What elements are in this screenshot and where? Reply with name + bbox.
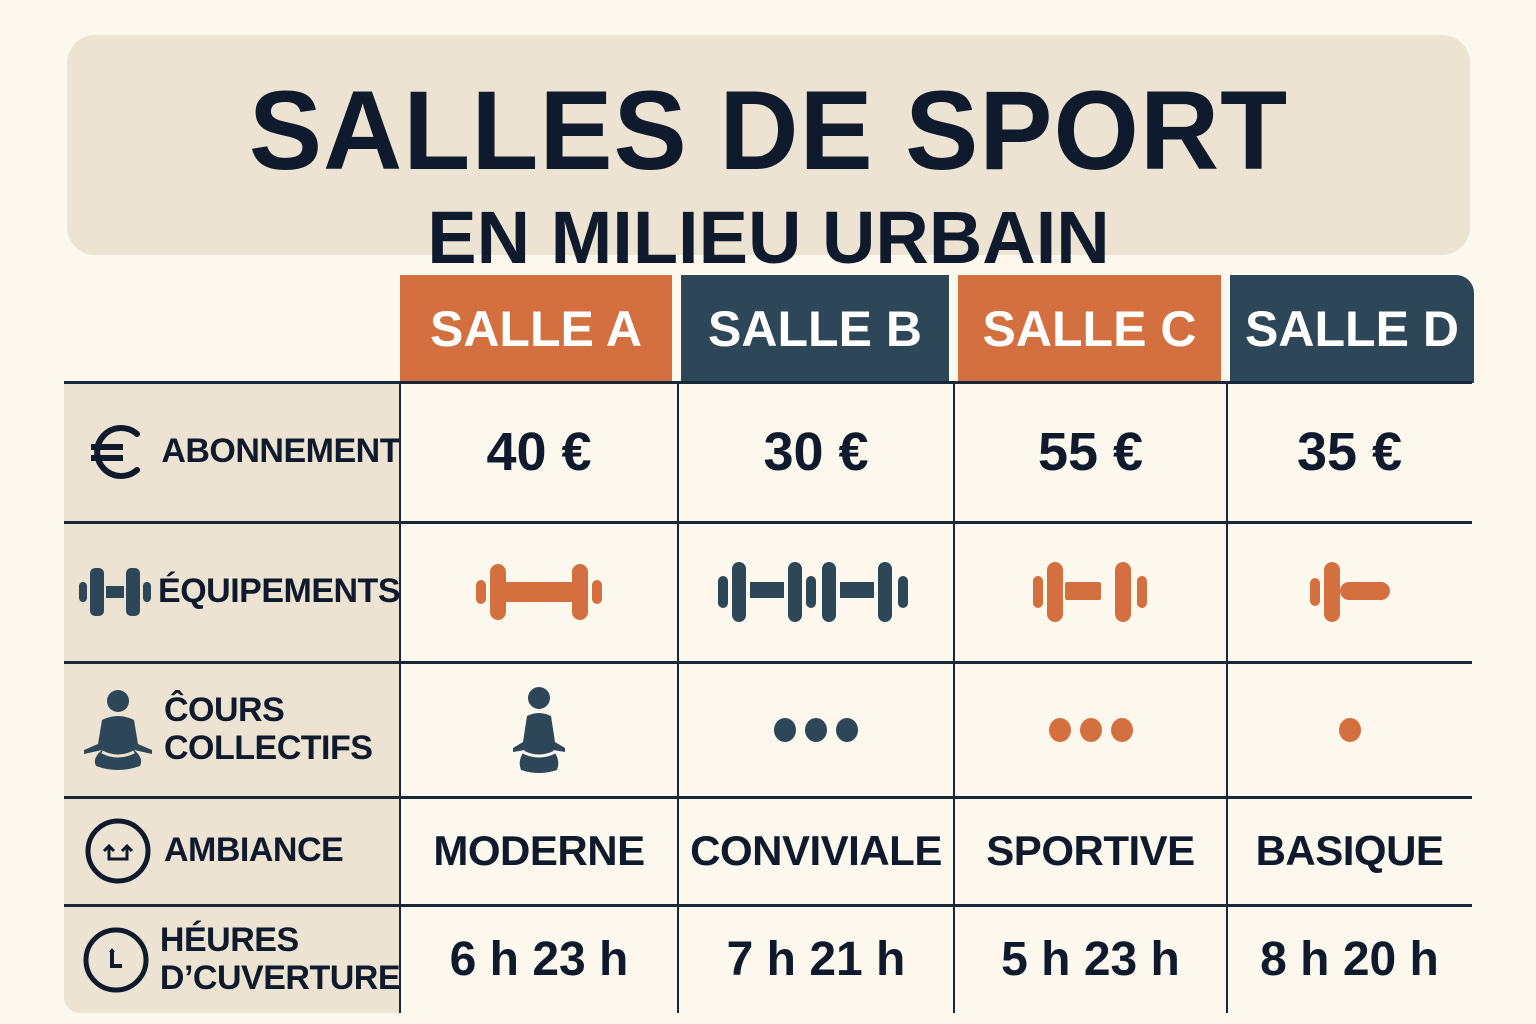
ambiance-salle-a: MODERNE bbox=[433, 827, 645, 874]
label-text: ÉQUIPEMENTS bbox=[158, 572, 400, 611]
equipment-salle-c bbox=[954, 523, 1227, 661]
hours-salle-b: 7 h 21 h bbox=[726, 933, 906, 986]
dumbbell-double-icon bbox=[718, 562, 908, 622]
clock-icon bbox=[78, 926, 154, 994]
equipment-salle-b bbox=[678, 523, 954, 661]
header-salle-b: SALLE B bbox=[681, 275, 949, 383]
column-headers: SALLE A SALLE B SALLE C SALLE D bbox=[400, 275, 1474, 383]
cours-salle-c bbox=[954, 663, 1227, 796]
dumbbell-small-icon bbox=[1032, 562, 1147, 622]
row-label-heures: HÉURES D’CUVERTURE bbox=[64, 906, 401, 1013]
row-label-cours: ĈOURS COLLECTIFS bbox=[64, 663, 400, 796]
hours-salle-c: 5 h 23 h bbox=[1001, 933, 1180, 986]
ambiance-salle-c: SPORTIVE bbox=[986, 827, 1195, 874]
yoga-figure-icon bbox=[513, 686, 565, 773]
row-cours-collectifs: ĈOURS COLLECTIFS bbox=[64, 663, 1472, 796]
divider bbox=[677, 383, 679, 1013]
price-salle-a: 40 € bbox=[486, 422, 592, 482]
dumbbell-half-icon bbox=[1309, 562, 1390, 622]
price-salle-d: 35 € bbox=[1296, 422, 1403, 482]
ambiance-salle-b: CONVIVIALE bbox=[690, 827, 942, 874]
divider bbox=[64, 521, 1472, 524]
divider bbox=[399, 383, 401, 1013]
row-label-equipements: ÉQUIPEMENTS bbox=[64, 523, 400, 661]
cours-salle-b bbox=[678, 663, 954, 796]
divider bbox=[64, 904, 1472, 907]
row-heures: HÉURES D’CUVERTURE 6 h 23 h 7 h 21 h 5 h… bbox=[64, 906, 1472, 1013]
equipment-salle-a bbox=[400, 523, 678, 661]
face-icon bbox=[78, 817, 158, 885]
three-dots-icon bbox=[774, 717, 858, 742]
divider bbox=[64, 381, 1472, 384]
divider bbox=[953, 383, 955, 1013]
label-text: HÉURES D’CUVERTURE bbox=[159, 921, 401, 997]
price-salle-b: 30 € bbox=[763, 422, 869, 482]
page-subtitle: EN MILIEU URBAIN bbox=[427, 196, 1110, 279]
label-text: ĈOURS COLLECTIFS bbox=[164, 691, 373, 767]
single-dot-icon bbox=[1338, 717, 1361, 742]
euro-icon bbox=[78, 420, 155, 484]
label-text: AMBIANCE bbox=[164, 831, 344, 870]
ambiance-salle-d: BASIQUE bbox=[1255, 827, 1444, 874]
divider bbox=[64, 661, 1472, 664]
row-ambiance: AMBIANCE MODERNE CONVIVIALE SPORTIVE BAS… bbox=[64, 798, 1472, 904]
dumbbell-icon bbox=[78, 564, 152, 620]
row-abonnement: ABONNEMENT 40 € 30 € 55 € 35 € bbox=[64, 383, 1472, 521]
yoga-icon bbox=[78, 688, 158, 772]
label-text: ABONNEMENT bbox=[161, 432, 400, 471]
three-dots-icon bbox=[1048, 717, 1133, 742]
row-label-abonnement: ABONNEMENT bbox=[64, 383, 400, 521]
header-salle-a: SALLE A bbox=[400, 275, 672, 383]
title-banner: SALLES DE SPORT EN MILIEU URBAIN bbox=[67, 35, 1470, 275]
hours-salle-d: 8 h 20 h bbox=[1260, 933, 1439, 986]
row-equipements: ÉQUIPEMENTS bbox=[64, 523, 1472, 661]
equipment-salle-d bbox=[1227, 523, 1472, 661]
comparison-table: ABONNEMENT 40 € 30 € 55 € 35 € ÉQUIPEMEN… bbox=[64, 381, 1472, 1013]
divider bbox=[64, 796, 1472, 799]
price-salle-c: 55 € bbox=[1037, 422, 1144, 482]
page-title: SALLES DE SPORT bbox=[248, 68, 1289, 193]
cours-salle-d bbox=[1227, 663, 1472, 796]
cours-salle-a bbox=[400, 663, 678, 796]
divider bbox=[1226, 383, 1228, 1013]
header-salle-d: SALLE D bbox=[1230, 275, 1474, 383]
dumbbell-medium-icon bbox=[476, 564, 602, 620]
row-label-ambiance: AMBIANCE bbox=[64, 798, 400, 904]
hours-salle-a: 6 h 23 h bbox=[449, 933, 629, 986]
header-salle-c: SALLE C bbox=[958, 275, 1221, 383]
